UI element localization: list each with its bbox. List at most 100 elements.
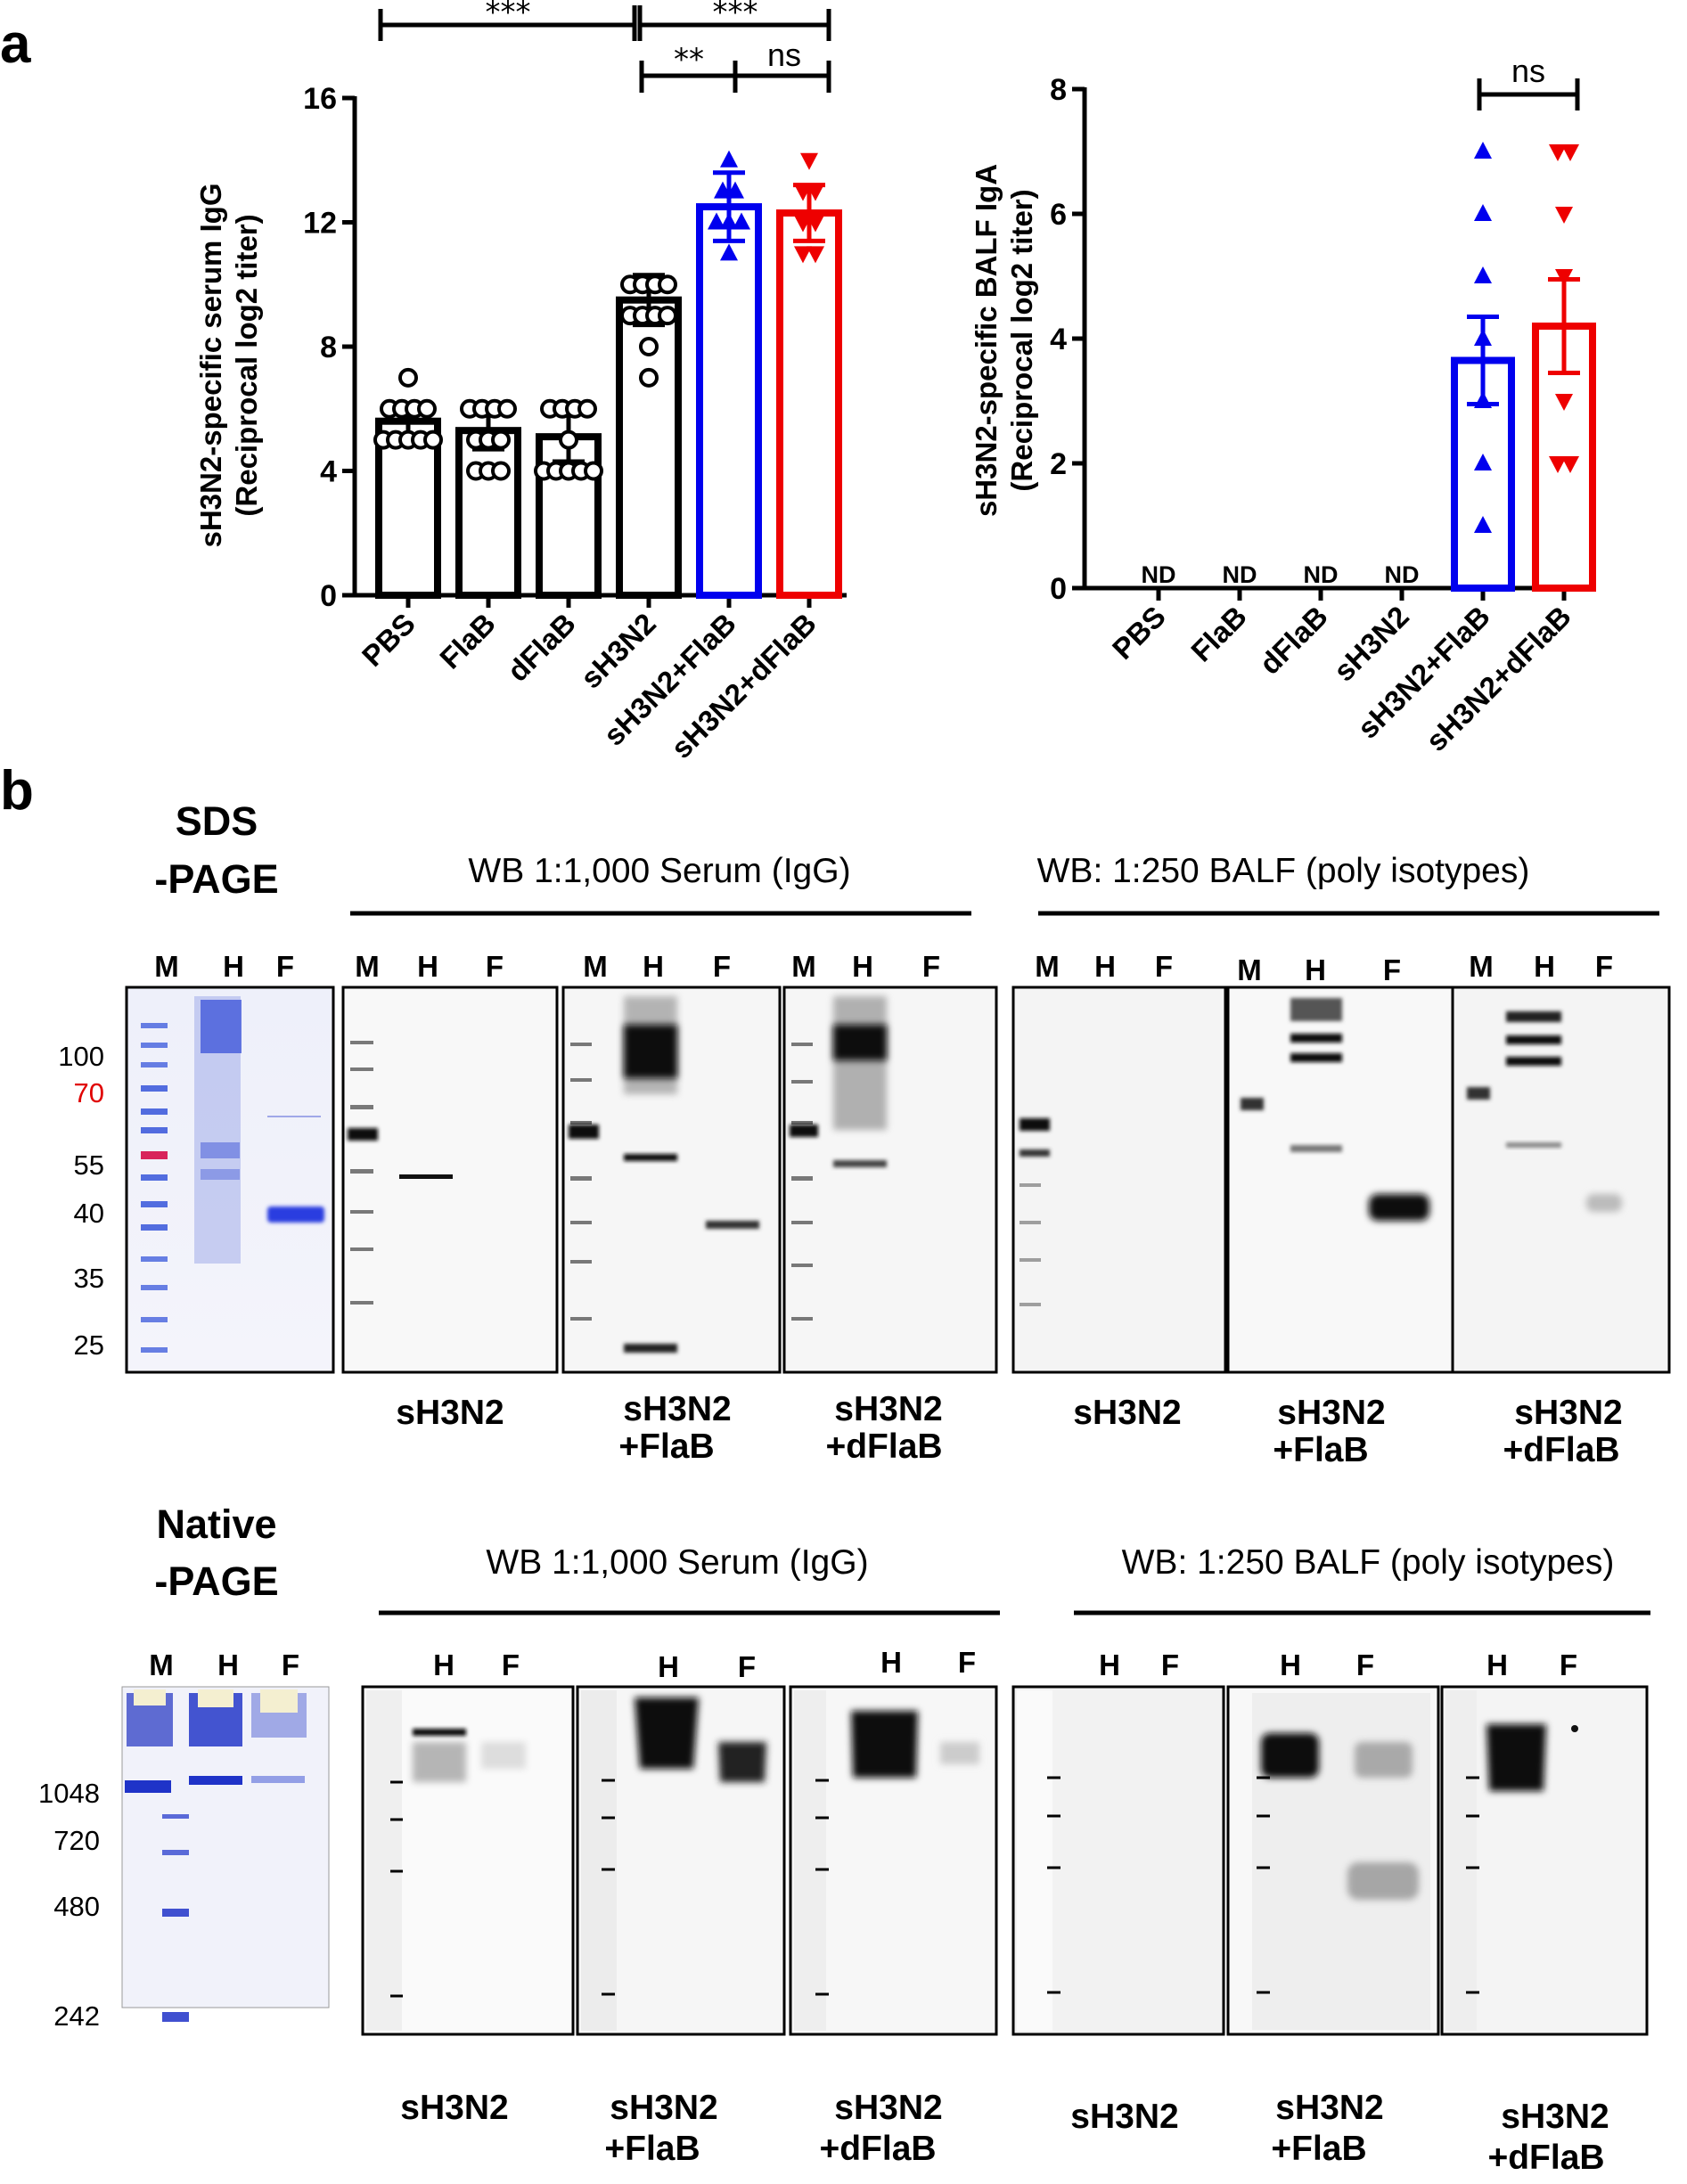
native-blot-serum-sh3n2-flab: [576, 1685, 786, 2036]
native-blot-balf-sh3n2: [1011, 1685, 1225, 2036]
y-tick-label: 8: [320, 331, 337, 364]
data-point: [807, 215, 824, 233]
native-blot-tick-marks: [390, 1776, 1479, 1998]
sds-marker-55: 55: [74, 1149, 104, 1181]
sds-caption-5-l2: +FlaB: [1273, 1431, 1368, 1469]
data-point: [1474, 329, 1492, 346]
sds-caption-3-l2: +dFlaB: [825, 1427, 942, 1466]
data-point: [733, 212, 750, 230]
y-tick-label: 8: [1050, 73, 1067, 107]
x-tick-label: FlaB: [433, 607, 502, 675]
sds-title-2: -PAGE: [154, 856, 278, 902]
sds-caption-3-l1: sH3N2: [834, 1390, 942, 1428]
data-point: [720, 212, 738, 230]
bar: [455, 427, 521, 599]
sig-sh3n2-dflab: ***: [713, 0, 758, 30]
x-tick-label: sH3N2+dFlaB: [665, 607, 823, 765]
sds-caption-5-l1: sH3N2: [1277, 1394, 1385, 1432]
native-title-2: -PAGE: [154, 1558, 278, 1604]
data-point: [658, 306, 677, 326]
data-point: [726, 181, 744, 199]
nd-label: ND: [1304, 561, 1339, 588]
y-tick-label: 12: [303, 207, 337, 241]
data-point: [639, 367, 659, 388]
sds-blot-serum-sh3n2-dflab: [782, 986, 998, 1374]
balf-iga-chart: 02468PBSNDFlaBNDdFlaBNDsH3N2NDsH3N2+FlaB…: [1050, 73, 1596, 757]
sds-blot-balf-sh3n2-flab: [1226, 986, 1454, 1374]
native-caption-3-l2: +dFlaB: [819, 2130, 936, 2168]
data-point: [807, 246, 824, 264]
data-point: [1561, 144, 1579, 161]
sds-caption-2-l1: sH3N2: [623, 1390, 731, 1428]
native-caption-1: sH3N2: [400, 2089, 508, 2127]
sds-serum-header: WB 1:1,000 Serum (IgG): [468, 852, 850, 890]
native-blot2-lane-f: F: [738, 1650, 756, 1683]
native-caption-6-l2: +dFlaB: [1487, 2139, 1604, 2177]
sds-blot6-lane-f: F: [1595, 950, 1613, 983]
sds-marker-25: 25: [74, 1329, 104, 1361]
data-point: [658, 274, 677, 295]
left-ylabel-line1: sH3N2-specific serum IgG: [194, 184, 227, 548]
right-ylabel-line2: (Reciprocal log2 titer): [1005, 189, 1038, 491]
data-point: [1474, 142, 1492, 159]
data-point: [807, 184, 824, 201]
sig-pbs-sh3n2: ***: [486, 0, 531, 30]
data-point: [794, 215, 812, 233]
sds-marker-70: 70: [74, 1077, 104, 1108]
sds-blot1-lane-f: F: [486, 950, 504, 983]
native-blot1-lane-h: H: [433, 1648, 455, 1681]
data-point: [708, 212, 725, 230]
sds-caption-6-l2: +dFlaB: [1503, 1431, 1619, 1469]
data-point: [1474, 204, 1492, 221]
data-point: [794, 246, 812, 264]
sig-sh3n2-flab: **: [674, 42, 704, 78]
sds-blot1-lane-h: H: [417, 950, 438, 983]
y-tick-label: 0: [1050, 572, 1067, 606]
native-caption-6-l1: sH3N2: [1501, 2098, 1609, 2136]
sds-caption-1: sH3N2: [396, 1394, 504, 1432]
native-blot5-lane-h: H: [1280, 1648, 1301, 1681]
native-marker-1048: 1048: [38, 1778, 100, 1809]
native-gel-lane-f: F: [282, 1648, 299, 1681]
native-blot3-lane-f: F: [958, 1646, 976, 1679]
y-tick-label: 4: [320, 455, 337, 489]
data-point: [584, 461, 603, 481]
data-point: [720, 150, 738, 168]
sds-blot-serum-sh3n2-flab: [561, 986, 782, 1374]
sds-caption-6-l1: sH3N2: [1514, 1394, 1622, 1432]
sds-coomassie-gel: [125, 986, 335, 1374]
native-blot-serum-sh3n2: [361, 1685, 575, 2036]
native-coomassie-gel: [121, 1686, 330, 2022]
data-point: [497, 398, 517, 419]
native-gel-lane-m: M: [149, 1648, 174, 1681]
native-blot-balf-sh3n2-flab: [1226, 1685, 1440, 2036]
native-caption-3-l1: sH3N2: [834, 2089, 942, 2127]
data-point: [1474, 391, 1492, 408]
native-caption-4: sH3N2: [1070, 2098, 1178, 2136]
native-gel-lane-h: H: [217, 1648, 239, 1681]
sds-blot2-lane-h: H: [643, 950, 664, 983]
sds-title-1: SDS: [176, 798, 258, 844]
nd-label: ND: [1385, 561, 1420, 588]
panel-b-label: b: [0, 760, 34, 822]
native-blot6-lane-f: F: [1560, 1648, 1577, 1681]
bar: [696, 203, 762, 599]
native-balf-header: WB: 1:250 BALF (poly isotypes): [1122, 1543, 1615, 1582]
data-point: [639, 337, 659, 356]
y-tick-label: 4: [1050, 323, 1067, 356]
sds-blot-balf-sh3n2-dflab: [1451, 986, 1671, 1374]
sds-marker-35: 35: [74, 1263, 104, 1294]
sds-blot4-lane-m: M: [1035, 950, 1060, 983]
x-tick-label: sH3N2+dFlaB: [1420, 600, 1577, 757]
panel-a-label: a: [0, 13, 31, 75]
data-point: [1555, 207, 1573, 224]
native-title-1: Native: [156, 1501, 276, 1547]
sds-blot5-lane-h: H: [1305, 953, 1326, 986]
native-marker-720: 720: [53, 1825, 100, 1856]
native-blot4-lane-f: F: [1161, 1648, 1179, 1681]
sds-blot5-lane-f: F: [1383, 953, 1401, 986]
native-blot3-lane-h: H: [880, 1646, 902, 1679]
sds-blot3-lane-f: F: [922, 950, 940, 983]
sds-blot6-lane-m: M: [1469, 950, 1494, 983]
